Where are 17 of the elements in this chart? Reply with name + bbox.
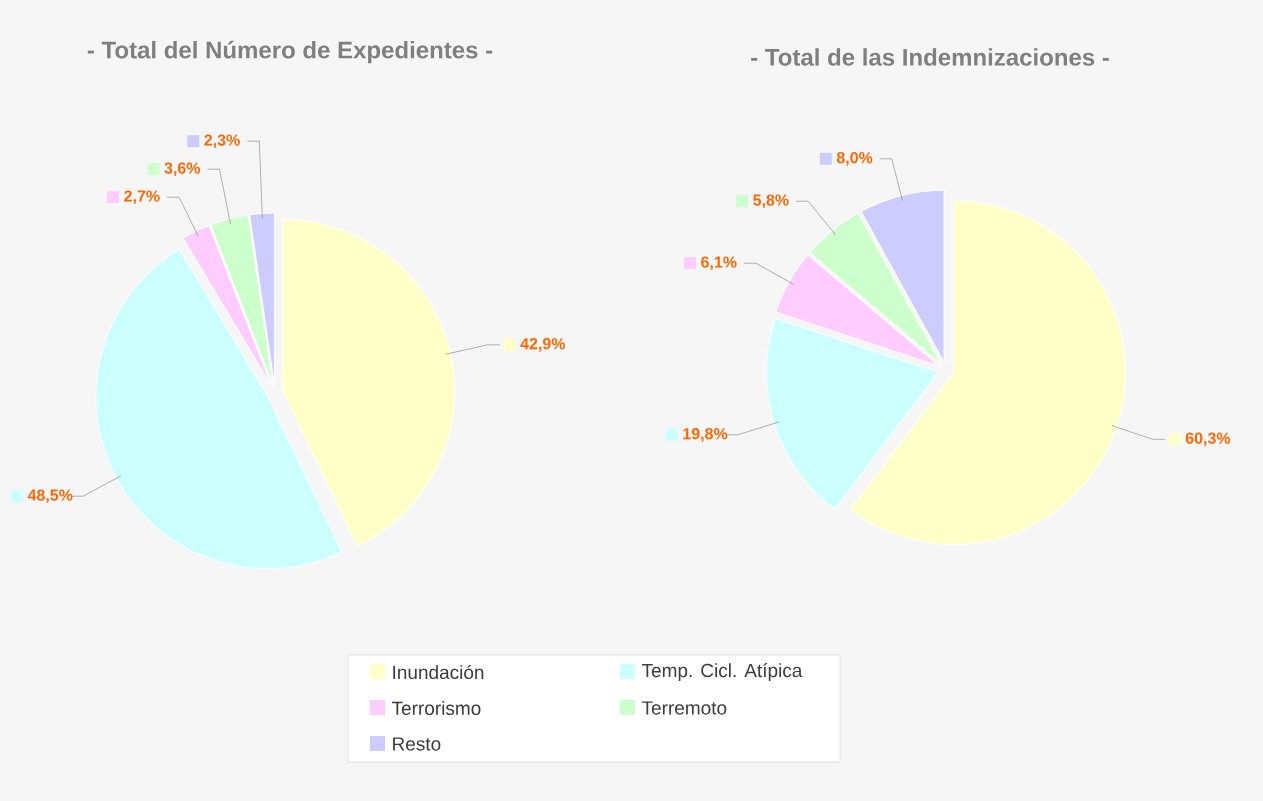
chart-title: - Total del Número de Expedientes - (87, 40, 493, 64)
data-label: 3,6% (164, 162, 201, 177)
legend-label: Terremoto (641, 701, 727, 715)
data-label: 6,1% (701, 256, 737, 271)
data-label: 2,3% (204, 134, 240, 149)
data-label: 5,8% (753, 194, 789, 209)
legend-label: Terrorismo (391, 701, 481, 715)
data-label: 19,8% (683, 427, 728, 442)
legend-label: Inundación (393, 664, 484, 680)
legend-label: Resto (393, 737, 441, 751)
data-label: 60,3% (1185, 432, 1231, 447)
legend-label: Temp. Cicl. Atípica (641, 663, 803, 681)
chart-title: - Total de las Indemnizaciones - (751, 48, 1109, 66)
data-label: 8,0% (836, 151, 873, 166)
data-label: 2,7% (124, 190, 160, 205)
data-label: 48,5% (27, 489, 73, 504)
data-label: 42,9% (520, 337, 566, 352)
